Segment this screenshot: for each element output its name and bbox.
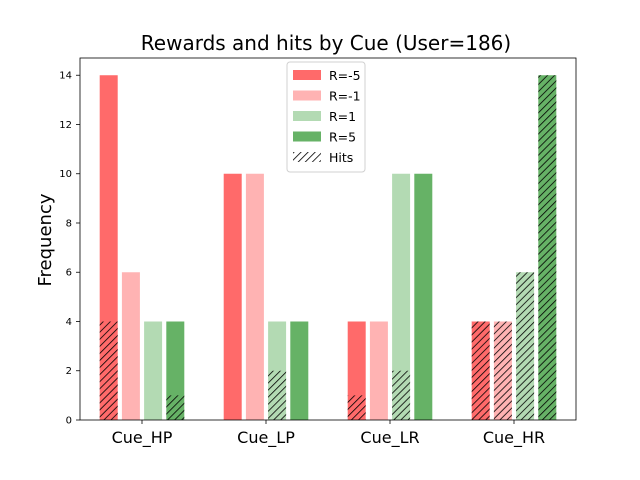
- bar-Cue_LP-R=-1: [245, 173, 264, 420]
- legend-label-R=-1: R=-1: [329, 89, 361, 104]
- legend-label-hits: Hits: [329, 150, 353, 165]
- legend-swatch-hits: [293, 152, 321, 162]
- x-tick-label-Cue_HP: Cue_HP: [112, 428, 173, 448]
- hits-bar-Cue_LR-R=1: [392, 370, 411, 420]
- y-tick-label-10: 10: [59, 169, 72, 180]
- y-tick-label-14: 14: [59, 71, 72, 82]
- x-tick-label-Cue_HR: Cue_HR: [483, 428, 545, 448]
- legend-label-R=1: R=1: [329, 109, 356, 124]
- y-tick-label-12: 12: [59, 120, 72, 131]
- y-axis-label: Frequency: [35, 193, 56, 286]
- hits-bar-Cue_HR-R=1: [516, 272, 535, 420]
- y-tick-label-0: 0: [66, 416, 72, 427]
- bar-Cue_LP-R=5: [290, 321, 309, 420]
- bar-Cue_LP-R=-5: [223, 173, 242, 420]
- legend-box: [286, 61, 366, 173]
- hits-bar-Cue_HR-R=-1: [493, 321, 512, 420]
- legend-swatch-R=1: [293, 111, 321, 121]
- bar-Cue_LR-R=1: [392, 173, 411, 420]
- legend: R=-5 R=-1 R=1 R=5 Hits: [286, 61, 366, 173]
- hits-bar-Cue_HP-R=-5: [99, 321, 118, 420]
- legend-swatch-R=5: [293, 131, 321, 142]
- hits-bar-Cue_HP-R=5: [166, 395, 185, 420]
- hits-bar-Cue_LR-R=-5: [347, 395, 366, 420]
- axes-group: Cue_HP Cue_LP Cue_LR Cue_HR 0 2 4 6 8 10 12 14: [59, 57, 577, 448]
- hits-bar-Cue_LP-R=1: [268, 370, 287, 420]
- legend-label-R=5: R=5: [329, 130, 356, 145]
- legend-label-R=-5: R=-5: [329, 68, 361, 83]
- hits-group: [99, 75, 557, 420]
- y-tick-label-6: 6: [66, 268, 72, 279]
- y-tick-label-4: 4: [66, 317, 72, 328]
- x-tick-label-Cue_LP: Cue_LP: [237, 428, 295, 448]
- bar-Cue_HP-R=1: [144, 321, 163, 420]
- chart-title: Rewards and hits by Cue (User=186): [141, 31, 511, 55]
- x-tick-label-Cue_LR: Cue_LR: [360, 428, 419, 448]
- hits-bar-Cue_HR-R=-5: [471, 321, 490, 420]
- legend-swatch-R=-1: [293, 90, 321, 101]
- plot-frame: [79, 57, 577, 421]
- y-tick-label-8: 8: [66, 218, 72, 229]
- bar-Cue_LR-R=5: [414, 173, 433, 420]
- y-tick-label-2: 2: [66, 366, 72, 377]
- bar-Cue_HP-R=-1: [121, 272, 140, 420]
- hits-bar-Cue_HR-R=5: [538, 75, 557, 420]
- legend-swatch-R=-5: [293, 70, 321, 80]
- bar-Cue_LR-R=-1: [369, 321, 388, 420]
